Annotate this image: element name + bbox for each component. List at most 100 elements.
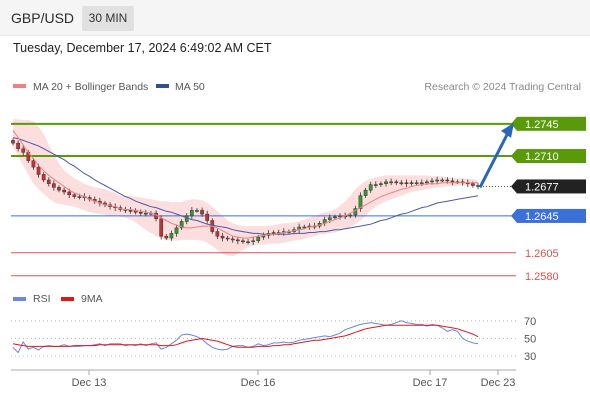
ma50-legend-label: MA 50 [175, 81, 205, 93]
candle [435, 176, 439, 185]
bollinger-band-area [13, 119, 478, 257]
candle [414, 180, 419, 186]
candle [368, 181, 373, 193]
candle [409, 180, 414, 186]
level-label-text: 1.2677 [525, 181, 559, 193]
level-label-text: 1.2580 [525, 271, 559, 283]
research-credit: Research © 2024 Trading Central [424, 81, 581, 93]
candle [57, 185, 61, 193]
level-label-pivot: 1.2645 [511, 208, 586, 223]
level-label-pointer [511, 116, 517, 131]
candle [241, 238, 245, 244]
level-label-box [517, 149, 586, 164]
ma20-legend-label: MA 20 + Bollinger Bands [33, 81, 148, 93]
level-label-text: 1.2710 [525, 151, 559, 163]
candle [72, 192, 77, 199]
candle [164, 233, 169, 241]
level-label-box [517, 116, 586, 131]
candle [21, 145, 26, 156]
candle [179, 219, 184, 231]
candle [225, 235, 230, 242]
candle [338, 213, 342, 220]
rsi-tick-label: 70 [524, 316, 536, 328]
ma20-legend-swatch [13, 84, 26, 88]
candle [189, 207, 194, 220]
candle [138, 209, 143, 216]
candle [41, 172, 46, 183]
rsi-gridlines: 70 50 30 [11, 316, 536, 363]
level-label-box [517, 179, 586, 194]
candle [144, 209, 148, 217]
rsi-ma-line [12, 324, 479, 348]
candle [404, 179, 409, 187]
candle [246, 238, 250, 245]
candle [235, 236, 240, 245]
rsi-legend-label: RSI [33, 293, 51, 305]
rsi-panel: 70 50 30 [11, 316, 536, 363]
candle [36, 163, 41, 178]
forecast-arrow [478, 122, 514, 189]
level-label-support: 1.2580 [525, 271, 559, 283]
timeframe-button[interactable]: 30 MIN [82, 6, 134, 31]
ma50-legend-swatch [156, 84, 169, 88]
chart-header: GBP/USD 30 MIN [0, 0, 590, 36]
candle [358, 192, 363, 212]
candle [373, 181, 378, 188]
level-label-text: 1.2605 [525, 248, 559, 260]
level-label-resistance: 1.2710 [511, 149, 586, 164]
candle [128, 207, 133, 214]
rsi-tick-label: 30 [524, 351, 536, 363]
chart-timestamp: Tuesday, December 17, 2024 6:49:02 AM CE… [13, 41, 272, 55]
candle [450, 177, 455, 186]
x-tick-label: Dec 13 [72, 377, 107, 389]
ma20-line [12, 130, 478, 239]
candle [230, 236, 235, 243]
forecast-arrow-shaft [478, 132, 510, 189]
price-panel: 1.2745 1.2710 1.2677 1.2645 1.2605 1.2580 [11, 116, 586, 283]
forecast-arrow-head [501, 122, 514, 138]
candle [389, 178, 393, 186]
rsi-legend: RSI 9MA [13, 293, 103, 305]
level-label-box [517, 208, 586, 223]
candle [440, 177, 445, 183]
level-label-pointer [511, 149, 517, 164]
candle [195, 208, 199, 213]
level-lines [11, 122, 516, 277]
candle [169, 230, 174, 241]
candle [379, 181, 383, 187]
level-label-support: 1.2605 [525, 248, 559, 260]
level-labels: 1.2745 1.2710 1.2677 1.2645 1.2605 1.2580 [511, 116, 586, 283]
candle [394, 179, 399, 185]
candle [62, 187, 66, 195]
candle [215, 228, 220, 239]
level-label-pointer [511, 179, 517, 194]
level-label-text: 1.2645 [525, 211, 559, 223]
candle [11, 138, 15, 146]
x-tick-label: Dec 16 [241, 377, 276, 389]
candle [220, 232, 225, 242]
currency-pair-title: GBP/USD [11, 10, 75, 26]
x-tick-label: Dec 23 [481, 377, 516, 389]
level-label-resistance: 1.2745 [511, 116, 586, 131]
price-legend: MA 20 + Bollinger Bands MA 50 [13, 81, 205, 93]
ma50-line [12, 137, 479, 235]
candle [363, 187, 368, 198]
rsi-ma-legend-swatch [61, 297, 74, 301]
rsi-legend-swatch [13, 297, 26, 301]
candle [52, 180, 56, 191]
candle [31, 157, 36, 170]
level-label-current: 1.2677 [511, 179, 586, 194]
rsi-tick-label: 50 [524, 334, 536, 346]
candle [384, 179, 388, 187]
rsi-ma-legend-label: 9MA [81, 293, 103, 305]
candle [251, 237, 256, 246]
x-tick-label: Dec 17 [413, 377, 448, 389]
candle [399, 180, 404, 186]
candle [205, 210, 210, 224]
candle [46, 177, 51, 187]
level-label-text: 1.2745 [525, 119, 559, 131]
candle [16, 140, 20, 152]
candle [200, 207, 204, 217]
level-label-pointer [511, 208, 517, 223]
